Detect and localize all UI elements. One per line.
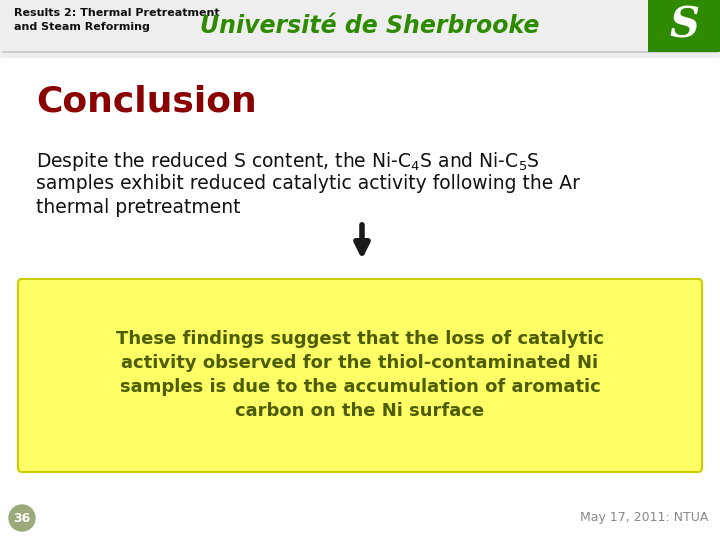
Text: Université de Sherbrooke: Université de Sherbrooke [200,14,540,38]
Text: Despite the reduced S content, the Ni-C$_4$S and Ni-C$_5$S: Despite the reduced S content, the Ni-C$… [36,150,540,173]
Text: S: S [669,5,699,47]
Text: Conclusion: Conclusion [36,85,257,119]
Text: Results 2: Thermal Pretreatment: Results 2: Thermal Pretreatment [14,8,220,18]
Text: May 17, 2011: NTUA: May 17, 2011: NTUA [580,511,708,524]
Text: activity observed for the thiol-contaminated Ni: activity observed for the thiol-contamin… [122,354,598,373]
Circle shape [9,505,35,531]
Text: thermal pretreatment: thermal pretreatment [36,198,240,217]
Bar [648,0,720,52]
Bar [3,26,717,52]
Text: These findings suggest that the loss of catalytic: These findings suggest that the loss of … [116,330,604,348]
Text: carbon on the Ni surface: carbon on the Ni surface [235,402,485,421]
FancyBboxPatch shape [18,279,702,472]
Text: 36: 36 [14,511,31,524]
FancyBboxPatch shape [0,0,720,58]
Text: samples exhibit reduced catalytic activity following the Ar: samples exhibit reduced catalytic activi… [36,174,580,193]
Text: samples is due to the accumulation of aromatic: samples is due to the accumulation of ar… [120,379,600,396]
Text: and Steam Reforming: and Steam Reforming [14,22,150,32]
